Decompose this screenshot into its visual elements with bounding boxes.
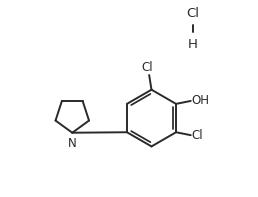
- Text: Cl: Cl: [192, 129, 203, 142]
- Text: OH: OH: [192, 94, 210, 107]
- Text: H: H: [188, 38, 198, 51]
- Text: Cl: Cl: [141, 61, 153, 74]
- Text: N: N: [68, 137, 77, 150]
- Text: Cl: Cl: [186, 7, 199, 20]
